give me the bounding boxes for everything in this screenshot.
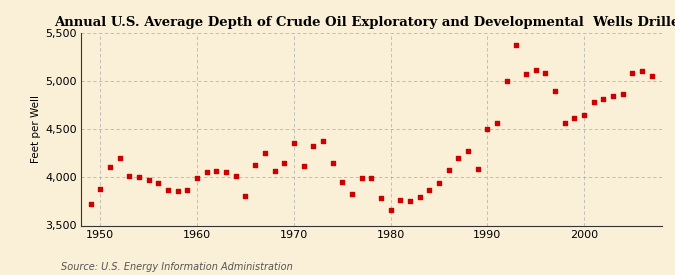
Point — [105, 164, 115, 169]
Point — [560, 120, 570, 125]
Point — [627, 71, 638, 76]
Point — [269, 168, 280, 173]
Point — [153, 181, 164, 185]
Point — [637, 68, 647, 73]
Point — [182, 188, 193, 192]
Point — [482, 127, 493, 131]
Point — [511, 42, 522, 47]
Point — [298, 164, 309, 168]
Point — [317, 139, 328, 143]
Point — [308, 144, 319, 148]
Point — [395, 197, 406, 202]
Point — [163, 188, 173, 192]
Point — [433, 181, 444, 185]
Point — [491, 121, 502, 126]
Point — [608, 94, 618, 98]
Point — [240, 193, 251, 198]
Point — [172, 189, 183, 193]
Point — [279, 161, 290, 165]
Point — [502, 79, 512, 83]
Point — [85, 202, 96, 207]
Point — [414, 194, 425, 199]
Point — [453, 156, 464, 160]
Point — [143, 178, 154, 183]
Point — [250, 163, 261, 167]
Point — [472, 166, 483, 171]
Point — [230, 174, 241, 179]
Point — [356, 176, 367, 180]
Point — [375, 195, 386, 200]
Point — [192, 176, 202, 180]
Point — [124, 174, 135, 179]
Point — [337, 180, 348, 184]
Point — [540, 71, 551, 76]
Point — [366, 176, 377, 180]
Point — [578, 113, 589, 117]
Point — [288, 141, 299, 145]
Point — [114, 156, 125, 160]
Point — [618, 91, 628, 96]
Point — [589, 100, 599, 104]
Text: Source: U.S. Energy Information Administration: Source: U.S. Energy Information Administ… — [61, 262, 292, 272]
Title: Annual U.S. Average Depth of Crude Oil Exploratory and Developmental  Wells Dril: Annual U.S. Average Depth of Crude Oil E… — [54, 16, 675, 29]
Point — [346, 191, 357, 196]
Point — [259, 151, 270, 156]
Point — [569, 116, 580, 120]
Y-axis label: Feet per Well: Feet per Well — [31, 95, 41, 163]
Point — [134, 175, 144, 180]
Point — [549, 89, 560, 93]
Point — [211, 168, 222, 173]
Point — [327, 161, 338, 165]
Point — [443, 167, 454, 172]
Point — [462, 149, 473, 153]
Point — [385, 208, 396, 212]
Point — [598, 97, 609, 101]
Point — [404, 199, 415, 204]
Point — [424, 188, 435, 192]
Point — [531, 67, 541, 72]
Point — [95, 187, 106, 191]
Point — [201, 169, 212, 174]
Point — [647, 74, 657, 79]
Point — [520, 72, 531, 76]
Point — [221, 169, 232, 174]
